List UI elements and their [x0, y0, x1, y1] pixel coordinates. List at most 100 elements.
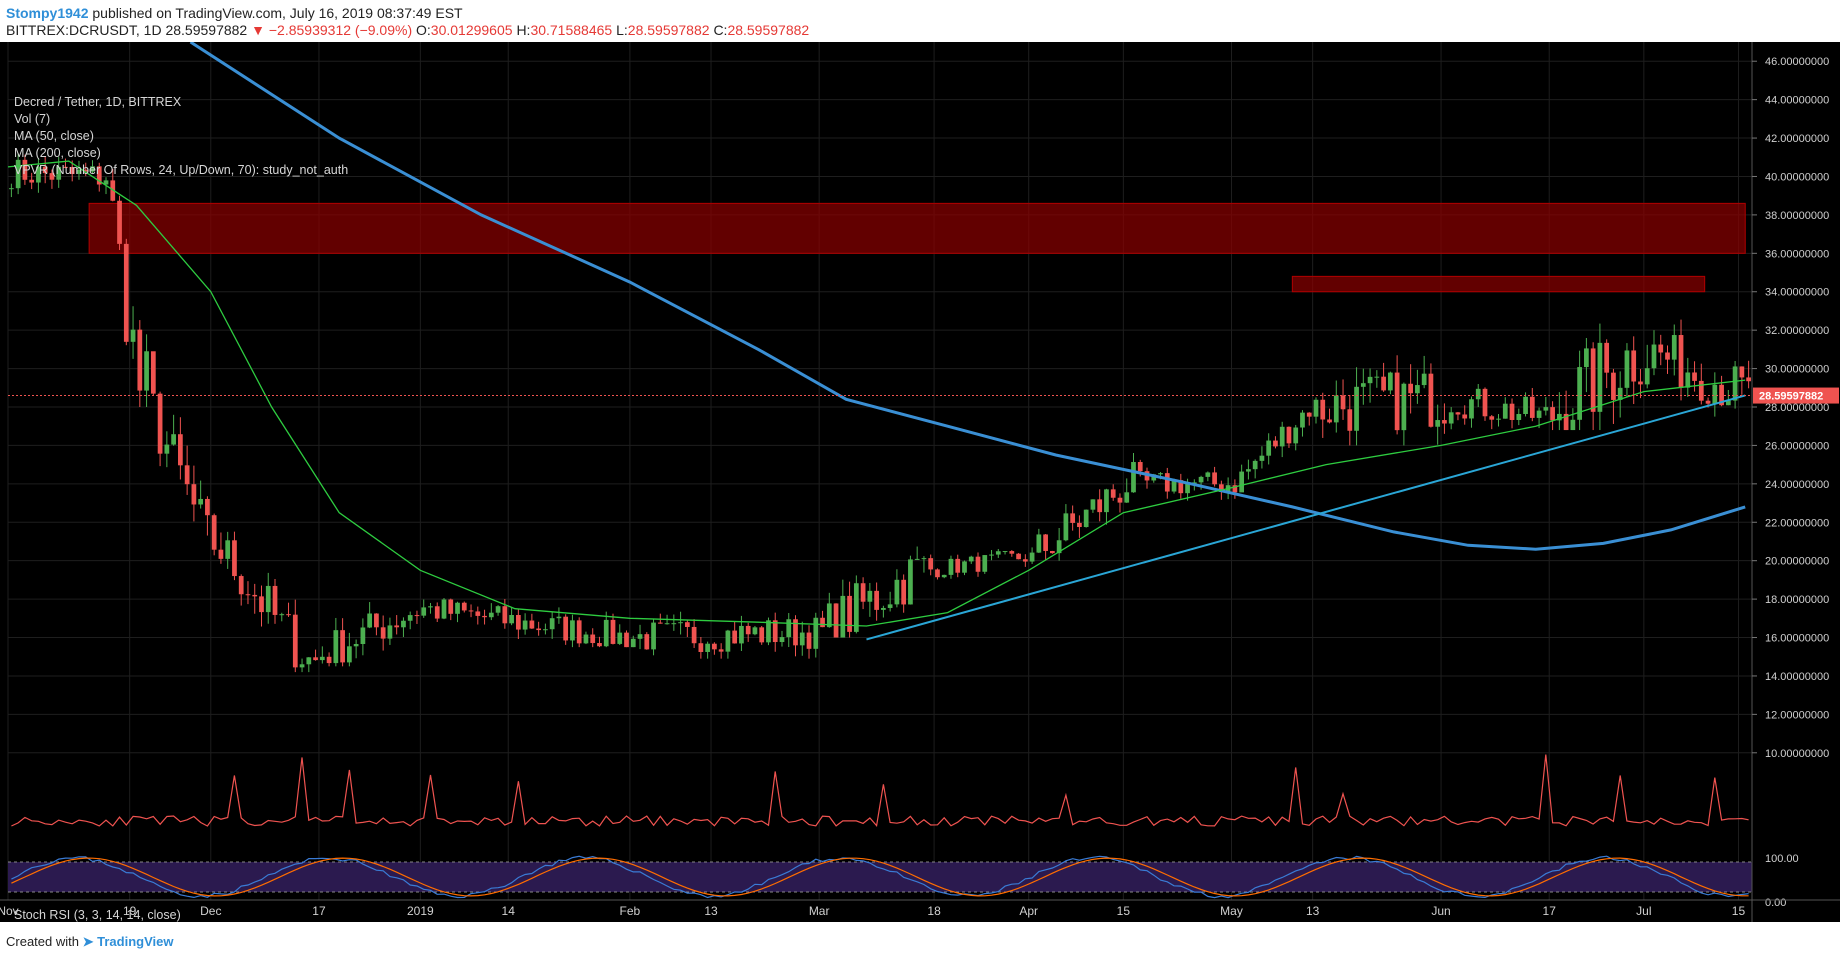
candle-body — [232, 540, 237, 577]
change-value: −2.85939312 (−9.09%) — [268, 22, 413, 38]
change-arrow: ▼ — [251, 22, 265, 38]
candle-body — [1347, 409, 1353, 431]
candle-body — [1063, 513, 1069, 541]
candle-body — [407, 615, 413, 621]
stoch-rsi-pane — [8, 855, 1752, 899]
candle-body — [1584, 348, 1589, 368]
time-axis: Nov 19 Dec 17 2019 14 Feb 13 Mar 18 Apr 15 May 13 Jun 1… — [0, 899, 1840, 918]
candle-body — [1604, 342, 1610, 373]
x-tick-label: 18 — [927, 904, 941, 918]
candle-body — [1374, 376, 1380, 378]
candle-body — [908, 559, 913, 605]
candle-body — [509, 615, 514, 624]
candle-body — [637, 634, 643, 639]
candle-body — [1719, 384, 1724, 406]
candle-body — [691, 626, 697, 644]
x-tick-label: 19 — [123, 904, 137, 918]
candle-body — [171, 434, 176, 445]
candle-body — [1360, 383, 1366, 387]
candle-body — [306, 657, 312, 665]
candle-body — [617, 632, 623, 644]
x-tick-label: 2019 — [407, 904, 434, 918]
y-tick-label: 32.00000000 — [1765, 325, 1829, 337]
candle-body — [56, 166, 62, 180]
candle-body — [799, 632, 805, 646]
candle-body — [326, 656, 332, 664]
candle-body — [1178, 480, 1184, 494]
candle-body — [137, 329, 143, 391]
candle-body — [1137, 462, 1143, 472]
candle-body — [1387, 372, 1393, 391]
candle-body — [529, 620, 535, 629]
candle-body — [1671, 335, 1677, 360]
candle-body — [1090, 499, 1096, 510]
candle-body — [779, 637, 785, 643]
candle-body — [576, 620, 582, 644]
candle-body — [428, 606, 433, 608]
candle-body — [712, 643, 717, 650]
candle-body — [556, 616, 562, 619]
candle-body — [597, 643, 602, 647]
candle-body — [69, 167, 75, 174]
x-tick-label: 13 — [1306, 904, 1320, 918]
candle-body — [259, 596, 264, 613]
close-label: C: — [713, 22, 728, 38]
candle-body — [1354, 386, 1359, 431]
candle-body — [955, 558, 961, 573]
open-value: 30.01299605 — [430, 22, 513, 38]
candle-body — [292, 614, 298, 668]
chart-header: Stompy1942 published on TradingView.com,… — [0, 0, 1840, 42]
candle-body — [488, 612, 494, 618]
price-chart-svg[interactable]: 46.00000000 44.00000000 42.00000000 40.0000… — [0, 40, 1840, 922]
tradingview-logo[interactable]: ➤ TradingView — [82, 934, 174, 949]
candle-body — [630, 638, 636, 648]
candle-body — [1009, 551, 1015, 554]
rsi-band — [8, 862, 1752, 892]
candle-body — [1550, 407, 1555, 421]
candle-body — [279, 614, 285, 616]
high-value: 30.71588465 — [530, 22, 613, 38]
candle-body — [901, 579, 907, 605]
candle-body — [130, 329, 136, 342]
rsi-tick-label: 100.00 — [1765, 853, 1799, 865]
candle-body — [603, 619, 609, 647]
candle-body — [522, 620, 528, 630]
candle-body — [198, 498, 204, 505]
candle-body — [515, 615, 521, 630]
y-tick-label: 44.00000000 — [1765, 95, 1829, 107]
candle-body — [583, 634, 589, 644]
y-tick-label: 46.00000000 — [1765, 56, 1829, 68]
candle-body — [820, 617, 825, 628]
candle-body — [806, 632, 812, 649]
candle-body — [1124, 492, 1130, 503]
y-tick-label: 28.00000000 — [1765, 402, 1829, 414]
candle-body — [367, 613, 373, 628]
candle-body — [1083, 509, 1089, 528]
candle-body — [401, 620, 406, 628]
candle-body — [1692, 372, 1697, 381]
author-link[interactable]: Stompy1942 — [6, 5, 89, 21]
y-tick-label: 12.00000000 — [1765, 709, 1829, 721]
candle-body — [928, 558, 934, 570]
created-with-text: Created with — [6, 934, 79, 949]
y-tick-label: 20.00000000 — [1765, 556, 1829, 568]
candle-body — [1496, 418, 1501, 420]
y-tick-label: 10.00000000 — [1765, 748, 1829, 760]
candle-body — [766, 620, 771, 643]
candle-body — [1198, 476, 1204, 483]
candle-body — [962, 561, 967, 573]
chart-area[interactable]: 46.00000000 44.00000000 42.00000000 40.0000… — [0, 40, 1840, 922]
candle-body — [921, 558, 927, 560]
last-price-label: 28.59597882 — [1759, 391, 1823, 403]
candle-body — [1158, 473, 1163, 475]
candle-body — [414, 615, 420, 617]
last-price-badge — [1753, 387, 1839, 404]
footer: Created with ➤ TradingView — [6, 934, 173, 950]
rsi-tick-label: 0.00 — [1765, 897, 1786, 909]
candle-body — [455, 602, 460, 614]
candle-body — [833, 603, 839, 638]
candle-body — [948, 558, 954, 575]
y-tick-label: 18.00000000 — [1765, 594, 1829, 606]
candle-body — [1665, 352, 1670, 360]
candle-body — [1577, 367, 1582, 420]
